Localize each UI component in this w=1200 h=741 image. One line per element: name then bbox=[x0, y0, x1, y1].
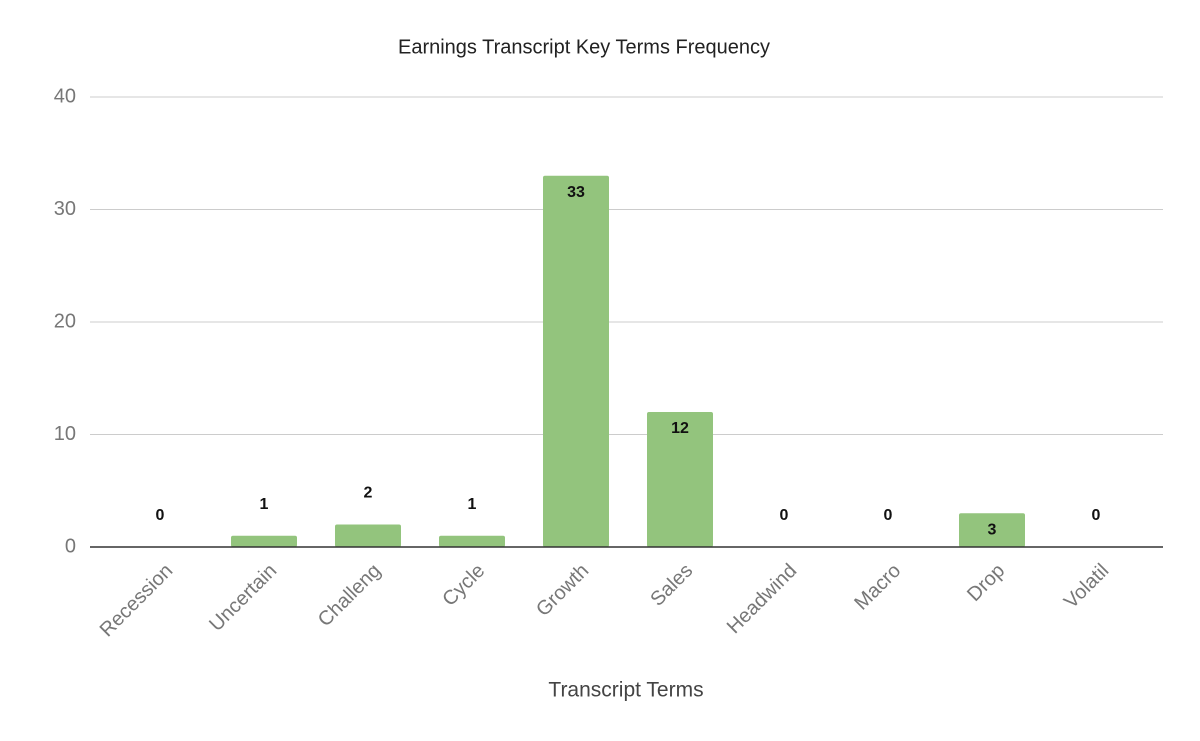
y-tick-label: 0 bbox=[65, 535, 76, 557]
x-tick-label: Drop bbox=[963, 560, 1009, 606]
data-label: 2 bbox=[364, 485, 373, 502]
x-tick-label: Challeng bbox=[314, 560, 385, 631]
x-tick-label: Volatil bbox=[1060, 560, 1113, 613]
data-label: 33 bbox=[567, 184, 585, 201]
x-tick-label: Sales bbox=[646, 560, 697, 611]
y-tick-label: 20 bbox=[54, 310, 76, 332]
y-tick-label: 10 bbox=[54, 423, 76, 445]
y-tick-label: 40 bbox=[54, 85, 76, 107]
y-tick-label: 30 bbox=[54, 198, 76, 220]
bar bbox=[647, 412, 713, 547]
data-label: 0 bbox=[780, 507, 789, 524]
x-axis-label: Transcript Terms bbox=[548, 679, 703, 702]
data-label: 0 bbox=[156, 507, 165, 524]
x-tick-label: Uncertain bbox=[205, 560, 281, 636]
x-tick-label: Macro bbox=[850, 560, 905, 615]
x-tick-label: Growth bbox=[532, 560, 593, 621]
x-tick-label: Recession bbox=[96, 560, 178, 642]
data-label: 0 bbox=[884, 507, 893, 524]
bar bbox=[335, 524, 401, 547]
bar bbox=[231, 535, 297, 547]
data-label: 1 bbox=[260, 496, 269, 513]
data-label: 1 bbox=[468, 496, 477, 513]
data-label: 0 bbox=[1092, 507, 1101, 524]
data-label: 3 bbox=[988, 521, 997, 538]
data-label: 12 bbox=[671, 420, 689, 437]
chart-title: Earnings Transcript Key Terms Frequency bbox=[398, 36, 770, 58]
bar bbox=[959, 513, 1025, 547]
x-tick-label: Headwind bbox=[723, 560, 801, 638]
bar bbox=[439, 535, 505, 547]
bar bbox=[543, 175, 609, 547]
x-tick-label: Cycle bbox=[438, 560, 489, 611]
